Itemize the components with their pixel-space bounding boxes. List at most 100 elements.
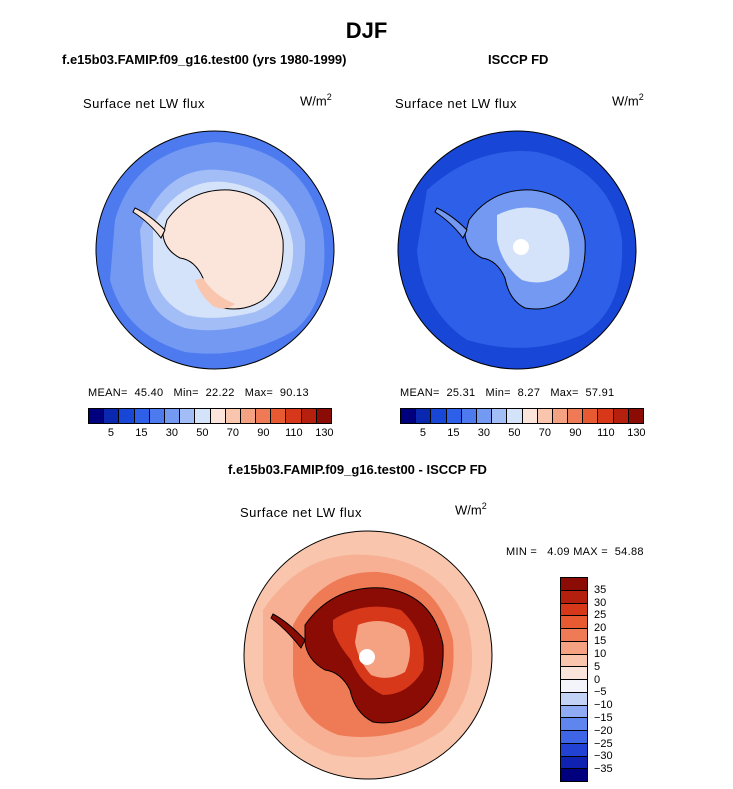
colorbar-tick-label: 25 [594,609,607,622]
colorbar-tick-label: 5 [107,427,114,439]
colorbar-tick-label: −25 [594,737,613,750]
colorbar-swatch [195,409,211,423]
colorbar-swatch [461,409,477,423]
colorbar-swatch [316,409,331,423]
colorbar-tick-label: 15 [135,427,148,439]
colorbar-swatch [401,409,417,423]
colorbar-tick-label: 30 [165,427,178,439]
diff-colorbar-ticks: 35 30 25 20 15 10 5 0 −5 −10 −15 −20 −25 −30 −35 [594,577,634,780]
colorbar-swatch [431,409,447,423]
colorbar-tick-label: 5 [594,660,601,673]
colorbar-swatch [561,743,587,757]
colorbar-tick-label: 110 [285,427,303,439]
obs-panel-title: ISCCP FD [488,52,549,67]
colorbar-swatch [561,731,587,744]
model-unit-label: W/m2 [300,92,332,109]
colorbar-swatch [180,409,196,423]
colorbar-swatch [537,409,553,423]
colorbar-tick-label: 15 [447,427,460,439]
colorbar-tick-label: −10 [594,699,613,712]
colorbar-tick-label: −30 [594,750,613,763]
colorbar-swatch [476,409,493,423]
colorbar-swatch [256,409,272,423]
diff-stats: MIN = 4.09 MAX = 54.88 [506,546,644,558]
colorbar-swatch [561,578,587,591]
colorbar-swatch [552,409,569,423]
diff-polar-map [243,530,493,780]
model-colorbar [88,408,332,424]
colorbar-tick-label: 50 [196,427,209,439]
obs-unit-label: W/m2 [612,92,644,109]
colorbar-tick-label: −35 [594,763,613,776]
obs-pole-hole [513,239,529,255]
colorbar-swatch [568,409,584,423]
colorbar-tick-label: 20 [594,622,607,635]
colorbar-swatch [561,629,587,642]
model-field-label: Surface net LW flux [83,96,205,111]
colorbar-tick-label: 0 [594,673,601,686]
colorbar-tick-label: 10 [594,647,607,660]
colorbar-tick-label: −5 [594,686,607,699]
colorbar-swatch [561,590,587,604]
colorbar-tick-label: −15 [594,711,613,724]
diff-map-border [243,530,493,780]
colorbar-tick-label: 130 [627,427,646,439]
colorbar-tick-label: 15 [594,635,607,648]
colorbar-swatch [561,654,587,668]
colorbar-swatch [583,409,599,423]
model-colorbar-ticks: 5 15 30 50 70 90 110 130 [88,427,334,441]
model-peninsula [132,207,166,239]
colorbar-swatch [492,409,508,423]
colorbar-tick-label: 90 [569,427,582,439]
colorbar-tick-label: 70 [538,427,551,439]
obs-stats: MEAN= 25.31 Min= 8.27 Max= 57.91 [400,387,615,399]
colorbar-swatch [561,769,587,781]
colorbar-swatch [119,409,135,423]
colorbar-swatch [628,409,643,423]
colorbar-swatch [89,409,105,423]
colorbar-swatch [164,409,181,423]
colorbar-tick-label: 130 [315,427,334,439]
obs-plateau [497,207,570,283]
colorbar-swatch [561,756,587,770]
obs-peninsula [434,207,468,239]
colorbar-swatch [286,409,302,423]
diff-unit-label: W/m2 [455,501,487,518]
colorbar-tick-label: 5 [419,427,426,439]
colorbar-swatch [149,409,165,423]
diff-peninsula [270,613,306,649]
obs-colorbar-ticks: 5 15 30 50 70 90 110 130 [400,427,646,441]
colorbar-swatch [271,409,287,423]
colorbar-swatch [561,692,587,706]
obs-field-label: Surface net LW flux [395,96,517,111]
colorbar-tick-label: 30 [594,596,607,609]
colorbar-swatch [613,409,629,423]
colorbar-swatch [104,409,120,423]
colorbar-tick-label: 70 [226,427,239,439]
colorbar-tick-label: 50 [508,427,521,439]
diff-pole-hole [359,649,375,665]
obs-map-border [397,130,637,370]
colorbar-swatch [225,409,241,423]
colorbar-swatch [561,718,587,731]
model-map-border [95,130,335,370]
colorbar-swatch [561,680,587,693]
colorbar-tick-label: −20 [594,724,613,737]
colorbar-swatch [561,705,587,719]
diff-field-label: Surface net LW flux [240,505,362,520]
model-land [162,189,284,310]
model-polar-map [95,130,335,370]
diff-panel-title: f.e15b03.FAMIP.f09_g16.test00 - ISCCP FD [228,462,487,477]
colorbar-swatch [210,409,226,423]
colorbar-tick-label: 110 [597,427,615,439]
colorbar-tick-label: 35 [594,583,607,596]
colorbar-swatch [416,409,432,423]
obs-colorbar [400,408,644,424]
colorbar-swatch [561,603,587,617]
colorbar-swatch [134,409,150,423]
colorbar-swatch [561,616,587,629]
colorbar-swatch [598,409,614,423]
colorbar-tick-label: 90 [257,427,270,439]
colorbar-swatch [561,641,587,655]
diff-colorbar [560,577,588,782]
